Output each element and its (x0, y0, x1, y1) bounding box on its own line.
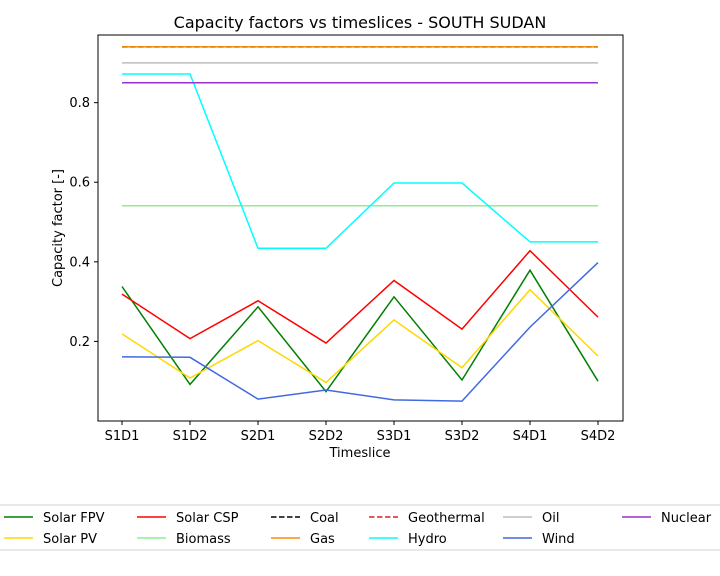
x-tick-label: S4D1 (513, 429, 548, 444)
series-line-wind (121, 262, 599, 402)
legend-label: Solar FPV (43, 511, 105, 526)
x-tick-label: S1D2 (173, 429, 208, 444)
y-tick-label: 0.4 (69, 255, 90, 270)
legend-item-geothermal: Geothermal (369, 511, 485, 526)
legend-item-wind: Wind (503, 532, 575, 547)
legend-item-hydro: Hydro (369, 532, 447, 547)
legend-box (0, 504, 720, 551)
legend-item-coal: Coal (271, 511, 339, 526)
y-tick-label: 0.8 (69, 96, 90, 111)
legend-label: Solar CSP (176, 511, 239, 526)
x-axis: S1D1 S1D2 S2D1 S2D2 S3D1 S3D2 S4D1 S4D2 (105, 421, 616, 444)
legend-label: Oil (542, 511, 559, 526)
legend-item-solar-csp: Solar CSP (137, 511, 239, 526)
legend-item-solar-pv: Solar PV (4, 532, 97, 547)
legend-item-solar-fpv: Solar FPV (4, 511, 105, 526)
series-line-solar-csp (121, 249, 599, 344)
plot-frame (97, 34, 624, 422)
y-tick-label: 0.2 (69, 335, 90, 350)
legend-label: Gas (310, 532, 335, 547)
plot-lines (121, 46, 599, 402)
y-tick-label: 0.6 (69, 176, 90, 191)
chart-title: Capacity factors vs timeslices - SOUTH S… (174, 13, 547, 32)
legend-label: Geothermal (408, 511, 485, 526)
legend-label: Coal (310, 511, 339, 526)
legend-item-nuclear: Nuclear (622, 511, 712, 526)
legend-item-oil: Oil (503, 511, 559, 526)
series-line-hydro (122, 73, 598, 250)
x-axis-label: Timeslice (329, 446, 391, 461)
x-tick-label: S4D2 (581, 429, 616, 444)
legend-item-gas: Gas (271, 532, 335, 547)
legend: Solar FPV Solar PV Solar CSP Biomass Coal Gas… (4, 511, 712, 547)
legend-label: Hydro (408, 532, 447, 547)
x-tick-label: S1D1 (105, 429, 140, 444)
y-axis-label: Capacity factor [-] (51, 169, 66, 287)
legend-item-biomass: Biomass (137, 532, 231, 547)
x-tick-label: S3D1 (377, 429, 412, 444)
legend-label: Wind (542, 532, 575, 547)
legend-label: Solar PV (43, 532, 97, 547)
y-axis: 0.2 0.4 0.6 0.8 (69, 96, 98, 350)
x-tick-label: S2D2 (309, 429, 344, 444)
x-tick-label: S3D2 (445, 429, 480, 444)
legend-label: Biomass (176, 532, 231, 547)
x-tick-label: S2D1 (241, 429, 276, 444)
series-line-solar-pv (121, 288, 599, 384)
legend-label: Nuclear (661, 511, 712, 526)
